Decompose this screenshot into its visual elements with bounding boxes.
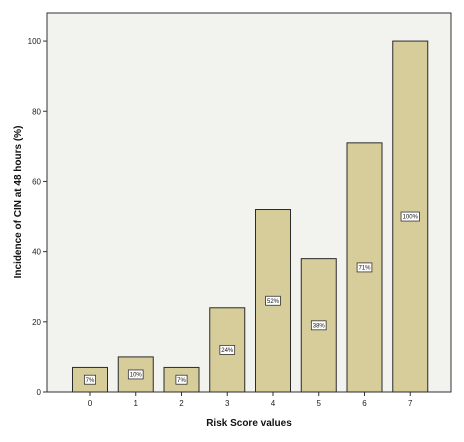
bar-label: 71% (358, 266, 371, 272)
x-tick-label: 6 (362, 399, 367, 408)
x-tick-label: 2 (179, 399, 184, 408)
bar-label: 24% (221, 348, 234, 354)
bar-label: 52% (267, 299, 280, 305)
bar-label-box (127, 369, 144, 380)
x-axis-title: Risk Score values (206, 418, 292, 429)
y-tick-label: 0 (37, 388, 42, 397)
plot-area (46, 12, 452, 393)
bar-label: 10% (130, 373, 143, 379)
bars: 7% 10% 7% 24% 52% 38% 71% 100% (72, 40, 429, 393)
bar-label-box (310, 320, 327, 331)
x-tick-label: 0 (88, 399, 93, 408)
bar-label-box (356, 262, 373, 273)
y-tick-label: 60 (32, 177, 41, 186)
x-axis: 0 1 2 3 4 5 6 7 (88, 392, 413, 408)
y-tick-label: 40 (32, 248, 41, 257)
bar-label: 38% (313, 324, 326, 330)
x-tick-label: 1 (134, 399, 139, 408)
bar-label-box (84, 374, 97, 385)
x-tick-label: 3 (225, 399, 230, 408)
x-tick-label: 4 (271, 399, 276, 408)
bar-label-box (219, 344, 236, 355)
bar-label-box (175, 374, 188, 385)
bar-label: 100% (403, 215, 419, 221)
y-tick-label: 20 (32, 318, 41, 327)
bar-label: 7% (86, 378, 95, 384)
y-axis-title: Incidence of CIN at 48 hours (%) (13, 126, 24, 279)
x-tick-label: 5 (317, 399, 322, 408)
bar-label-box (265, 295, 281, 306)
x-tick-label: 7 (408, 399, 413, 408)
bar-label-box (400, 211, 420, 222)
y-tick-label: 100 (28, 37, 42, 46)
y-tick-label: 80 (32, 107, 41, 116)
bar-label: 7% (177, 378, 186, 384)
y-axis: 0 20 40 60 80 100 (28, 37, 47, 397)
